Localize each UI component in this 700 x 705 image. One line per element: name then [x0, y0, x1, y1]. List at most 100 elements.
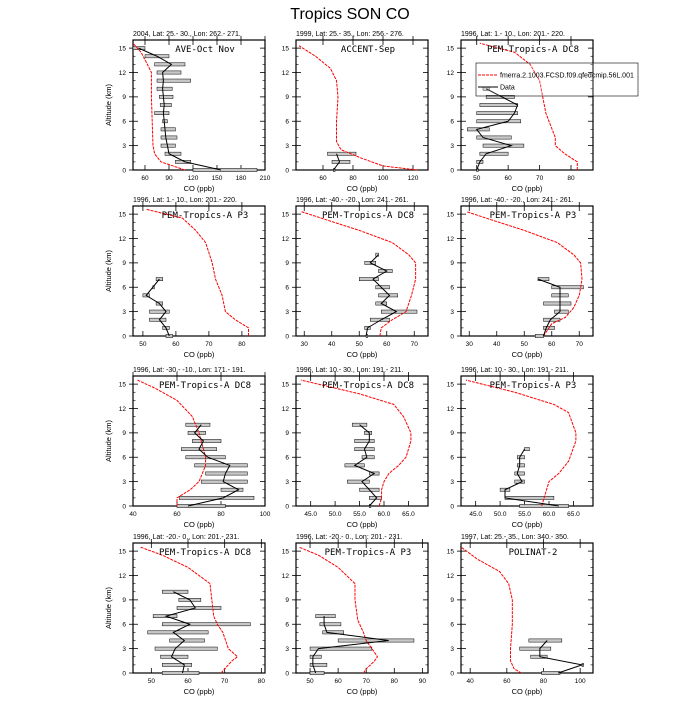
- error-bar: [176, 504, 226, 508]
- x-tick-label: 210: [260, 175, 271, 182]
- panel-title: PEM-Tropics-A DC8: [159, 548, 251, 558]
- error-bar: [309, 646, 373, 651]
- error-bar: [378, 269, 393, 273]
- error-bar: [162, 671, 200, 675]
- data-line: [365, 254, 398, 337]
- y-tick-label: 9: [122, 260, 126, 267]
- y-tick-label: 3: [122, 309, 126, 316]
- error-bar: [516, 463, 525, 468]
- y-tick-label: 0: [285, 503, 289, 510]
- error-bar: [528, 638, 563, 643]
- y-tick-label: 6: [285, 455, 289, 462]
- legend: fmerra.2.1003.FCSD.f09.qfedcmip.56L.001 D…: [475, 62, 639, 97]
- panel-7: 1996, Lat: -30.- -10., Lon: 171.- 191. 0 3…: [104, 367, 271, 529]
- y-tick-label: 9: [450, 430, 454, 437]
- x-tick-label: 50.0: [494, 511, 507, 518]
- panel-frame: [460, 205, 594, 337]
- data-line: [187, 424, 240, 507]
- y-tick-label: 9: [285, 430, 289, 437]
- error-bar: [519, 504, 569, 508]
- y-tick-label: 12: [282, 70, 290, 77]
- error-bar: [381, 309, 418, 314]
- x-tick-label: 100: [378, 175, 389, 182]
- panel-title: PEM-Tropics-A P3: [162, 211, 249, 221]
- y-tick-label: 0: [450, 333, 454, 340]
- y-tick-label: 3: [285, 479, 289, 486]
- x-tick-label: 60: [548, 341, 556, 348]
- y-tick-label: 3: [450, 309, 454, 316]
- x-tick-label: 65.0: [567, 511, 580, 518]
- error-bar: [149, 309, 170, 314]
- y-tick-label: 6: [285, 622, 289, 629]
- error-bar: [524, 447, 530, 451]
- x-tick-label: 30: [301, 341, 309, 348]
- error-bar: [176, 606, 222, 610]
- error-bar: [519, 646, 552, 651]
- x-tick-label: 90: [419, 678, 427, 685]
- error-bar: [162, 622, 251, 627]
- y-tick-label: 15: [282, 45, 290, 52]
- error-bar: [156, 86, 173, 91]
- panel-title: PEM-Tropics-A DC8: [159, 381, 251, 391]
- error-bar: [319, 622, 342, 627]
- y-tick-label: 9: [285, 94, 289, 101]
- x-axis-label: CO (ppb): [347, 520, 378, 529]
- x-tick-label: 60: [505, 175, 513, 182]
- error-bar: [220, 487, 244, 492]
- y-tick-label: 3: [285, 646, 289, 653]
- x-tick-label: 60: [173, 511, 181, 518]
- model-line: [301, 211, 417, 337]
- x-tick-label: 50: [148, 678, 156, 685]
- y-tick-label: 15: [447, 211, 455, 218]
- panel-12: 1997, Lat: 25.- 35., Lon: 340.- 350. 0 3 6 9…: [447, 534, 594, 696]
- x-axis-label: CO (ppb): [347, 184, 378, 193]
- x-tick-label: 100: [260, 511, 271, 518]
- x-tick-label: 55.0: [518, 511, 531, 518]
- x-tick-label: 90: [165, 175, 173, 182]
- panel-subtitle: 1996, Lat: -40.- -20., Lon: 241.- 261.: [296, 197, 409, 204]
- data-line: [333, 153, 341, 171]
- error-bar: [361, 455, 375, 460]
- y-tick-label: 6: [450, 119, 454, 126]
- model-line: [465, 379, 577, 507]
- x-tick-label: 60: [335, 678, 343, 685]
- error-bar: [160, 135, 178, 140]
- y-tick-label: 9: [285, 260, 289, 267]
- error-bar: [169, 638, 205, 643]
- error-bar: [194, 463, 248, 468]
- y-tick-label: 3: [450, 646, 454, 653]
- panel-subtitle: 1996, Lat: 1.- 10., Lon: 201.- 220.: [461, 31, 565, 38]
- legend-box: [475, 62, 639, 97]
- y-tick-label: 6: [285, 119, 289, 126]
- y-tick-label: 0: [285, 670, 289, 677]
- panel-title: AVE-Oct Nov: [175, 45, 235, 55]
- model-line: [298, 45, 418, 171]
- error-bar: [476, 135, 512, 140]
- x-tick-label: 65.0: [402, 511, 415, 518]
- x-tick-label: 40: [328, 341, 336, 348]
- x-tick-label: 80: [391, 678, 399, 685]
- error-bar: [479, 151, 509, 156]
- panel-title: PEM-Tropics-A DC8: [322, 381, 414, 391]
- error-bar: [327, 151, 357, 156]
- y-tick-label: 9: [122, 430, 126, 437]
- panel-subtitle: 1999, Lat: 25.- 35., Lon: 256.- 276.: [296, 31, 404, 38]
- x-tick-label: 40: [129, 511, 137, 518]
- model-line: [298, 546, 379, 674]
- y-tick-label: 15: [282, 211, 290, 218]
- x-tick-label: 70: [205, 341, 213, 348]
- x-tick-label: 70: [363, 678, 371, 685]
- model-line: [140, 546, 239, 674]
- y-axis-label: Altitude (km): [104, 83, 113, 126]
- model-line: [479, 42, 578, 170]
- x-tick-label: 50: [356, 341, 364, 348]
- y-tick-label: 3: [450, 479, 454, 486]
- x-tick-label: 55.0: [353, 511, 366, 518]
- y-tick-label: 15: [447, 45, 455, 52]
- panel-frame: [295, 542, 429, 674]
- x-tick-label: 150: [212, 175, 223, 182]
- y-tick-label: 0: [122, 167, 126, 174]
- legend-model-label: fmerra.2.1003.FCSD.f09.qfedcmip.56L.001: [500, 73, 634, 80]
- y-tick-label: 12: [447, 70, 455, 77]
- data-line: [504, 448, 559, 507]
